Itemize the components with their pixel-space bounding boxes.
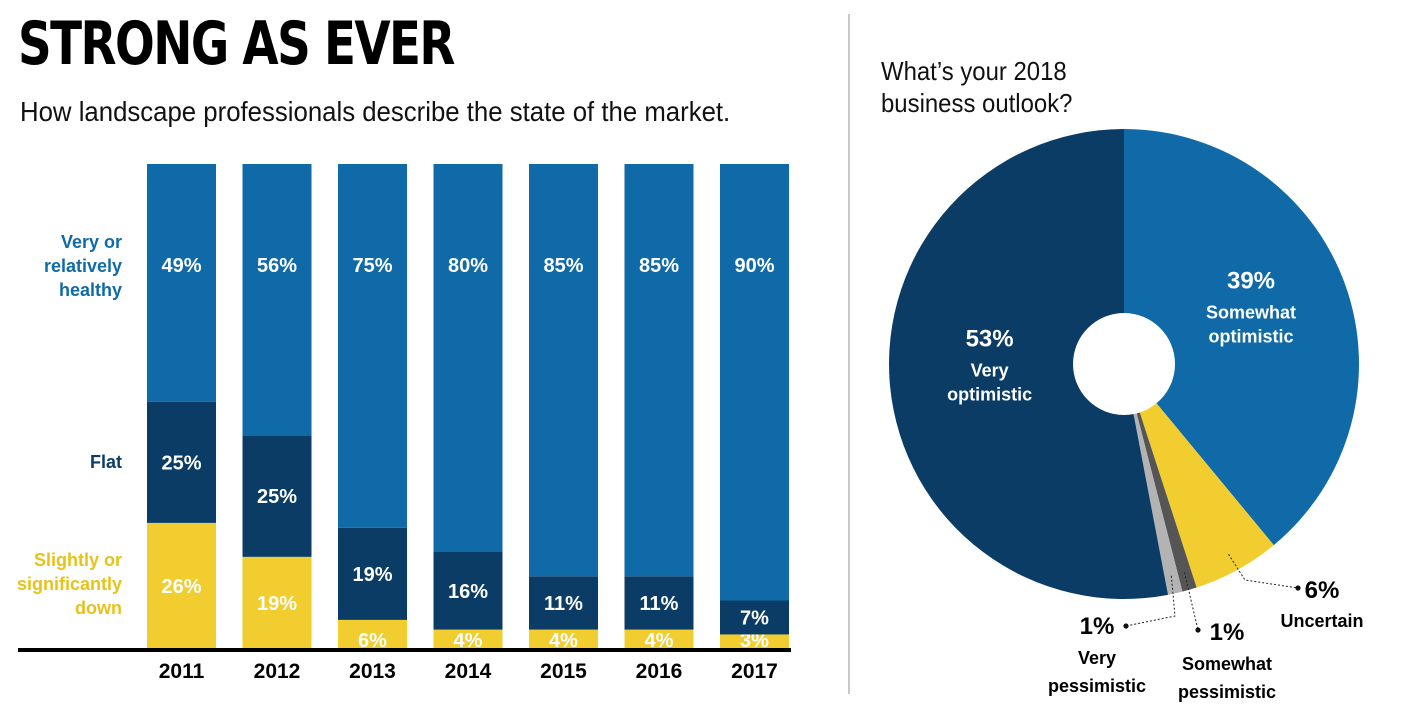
legend-label-down: down [75,598,122,618]
bar-segment-down-2012 [242,556,312,649]
pie-label-name-somewhat-optimistic: Somewhat [1206,302,1296,322]
bar-segment-down-2017 [720,634,789,649]
pie-title-line: business outlook? [881,88,1073,118]
x-tick-label-2012: 2012 [254,660,301,683]
pie-label-name-uncertain: Uncertain [1280,611,1363,631]
bar-segment-flat-2013 [338,527,407,620]
data-label-down-2017: 3% [740,630,769,652]
x-tick-label-2011: 2011 [159,660,205,683]
bar-segment-flat-2011 [147,401,216,523]
pie-slice-somewhat-pessimistic [1124,364,1197,592]
donut-hole [1073,313,1175,415]
panel-divider [848,14,850,694]
data-label-down-2011: 26% [161,576,201,598]
pie-label-value-somewhat-pessimistic: 1% [1210,619,1245,646]
data-label-down-2012: 19% [257,593,297,615]
data-label-down-2016: 4% [645,630,674,652]
pie-slice-very-optimistic [889,129,1169,600]
legend-label-healthy: healthy [59,280,122,300]
legend-label-down: Slightly or [34,550,122,570]
data-label-healthy-2015: 85% [543,255,583,277]
pie-label-name-somewhat-optimistic: optimistic [1209,326,1294,346]
stacked-bar-chart: 26% 25% 49% 2011 19% 25% 56% 2012 6% 19% 75% 2013 4%… [17,164,791,683]
data-label-flat-2014: 16% [448,581,488,603]
callout-line-very-pessimistic [1125,575,1176,627]
data-label-down-2013: 6% [358,630,387,652]
data-label-flat-2017: 7% [740,607,769,629]
legend-label-healthy: Very or [61,232,122,252]
callout-dot-somewhat-pessimistic [1195,627,1201,633]
callout-line-somewhat-pessimistic [1184,572,1199,631]
data-label-healthy-2011: 49% [161,255,201,277]
x-tick-label-2015: 2015 [540,660,587,683]
bar-segment-flat-2015 [529,576,598,630]
chart-subtitle: How landscape professionals describe the… [20,96,731,127]
bar-segment-healthy-2011 [147,164,216,402]
legend-label-flat: Flat [90,452,122,472]
bar-segment-healthy-2016 [624,164,694,577]
x-tick-label-2013: 2013 [349,660,396,683]
pie-title: What’s your 2018 business outlook? [881,55,1072,119]
data-label-flat-2016: 11% [640,593,679,615]
legend-label-down: significantly [17,574,122,594]
data-label-flat-2015: 11% [544,593,583,615]
bar-segment-healthy-2012 [242,164,312,436]
data-label-flat-2012: 25% [257,486,297,508]
data-label-healthy-2014: 80% [448,255,488,277]
bar-segment-healthy-2015 [529,164,598,577]
pie-slice-uncertain [1124,364,1274,588]
pie-label-name-very-pessimistic: pessimistic [1048,676,1146,696]
data-label-healthy-2017: 90% [734,255,774,277]
pie-label-name-somewhat-pessimistic: pessimistic [1178,682,1276,702]
callout-dot-very-pessimistic [1123,623,1129,629]
x-tick-label-2016: 2016 [636,660,683,683]
data-label-healthy-2016: 85% [639,255,679,277]
bar-segment-flat-2014 [433,552,503,630]
bar-segment-healthy-2013 [338,164,407,528]
pie-slice-very-pessimistic [1124,364,1183,595]
data-label-flat-2013: 19% [352,564,392,586]
bar-segment-down-2015 [529,629,598,649]
data-label-healthy-2012: 56% [257,255,297,277]
pie-label-name-very-optimistic: optimistic [947,385,1032,405]
pie-label-value-very-pessimistic: 1% [1080,613,1115,640]
pie-label-value-somewhat-optimistic: 39% [1227,267,1275,294]
data-label-down-2015: 4% [549,630,578,652]
pie-label-name-very-optimistic: Very [971,361,1009,381]
bar-segment-down-2014 [433,629,503,649]
bar-segment-down-2011 [147,522,216,649]
bar-segment-down-2016 [624,629,694,649]
data-label-down-2014: 4% [454,630,483,652]
bar-segment-flat-2016 [624,576,694,630]
pie-label-name-very-pessimistic: Very [1078,648,1116,668]
pie-label-value-very-optimistic: 53% [966,326,1014,353]
data-label-healthy-2013: 75% [352,255,392,277]
bar-segment-healthy-2017 [720,164,789,601]
data-label-flat-2011: 25% [161,452,201,474]
legend-label-healthy: relatively [44,256,122,276]
bar-segment-healthy-2014 [433,164,503,552]
x-axis-line [18,648,791,652]
bar-segment-flat-2017 [720,600,789,635]
pie-label-name-somewhat-pessimistic: Somewhat [1182,654,1272,674]
bar-segment-flat-2012 [242,435,312,557]
x-tick-label-2014: 2014 [445,660,492,683]
chart-title: STRONG AS EVER [18,9,455,79]
pie-slice-somewhat-optimistic [1124,129,1359,546]
pie-label-value-uncertain: 6% [1305,577,1340,604]
x-tick-label-2017: 2017 [731,660,778,683]
bar-segment-down-2013 [338,619,407,649]
pie-title-line: What’s your 2018 [881,56,1067,86]
callout-dot-uncertain [1295,585,1301,591]
